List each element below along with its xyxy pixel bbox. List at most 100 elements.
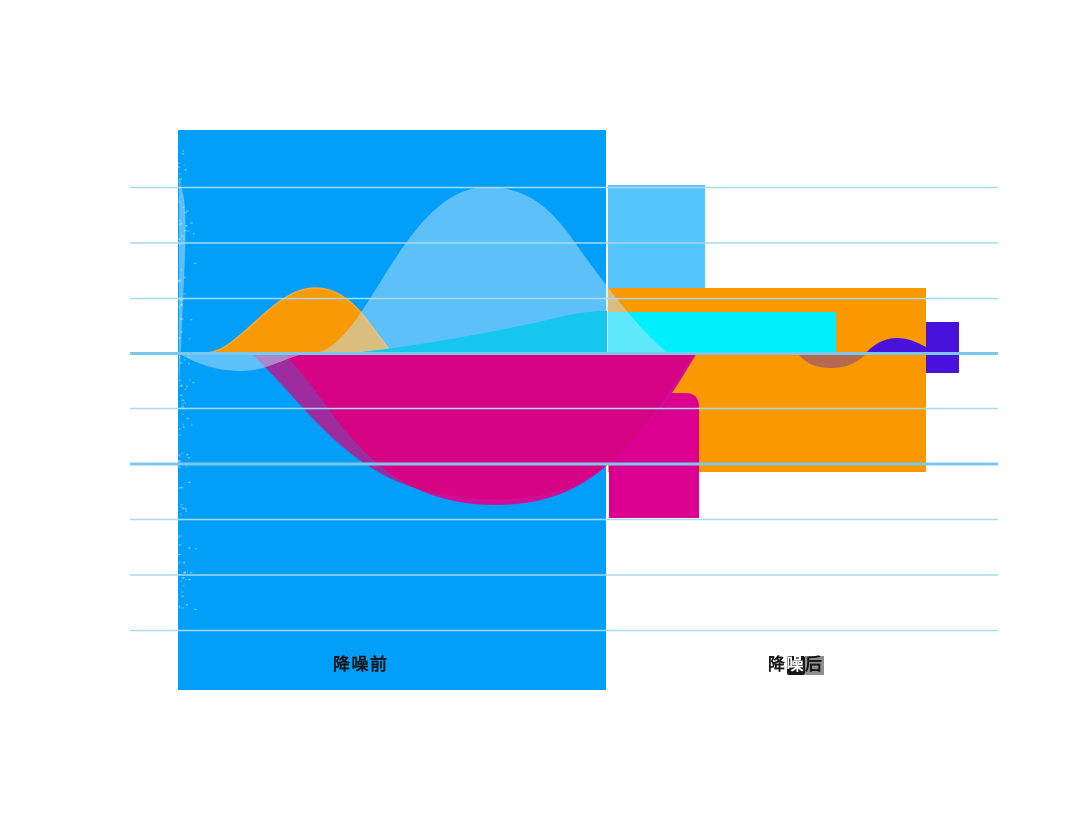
noise-speckle xyxy=(178,461,180,463)
noise-speckle xyxy=(180,362,183,364)
noise-speckle xyxy=(188,547,191,549)
noise-speckle xyxy=(178,282,180,284)
noise-speckle xyxy=(178,454,181,456)
noise-speckle xyxy=(194,608,197,610)
wave-cyan xyxy=(352,311,607,353)
noise-speckle xyxy=(189,379,191,381)
noise-speckle xyxy=(183,293,186,295)
noise-speckle xyxy=(181,206,185,208)
noise-speckle xyxy=(186,385,188,388)
noise-speckle xyxy=(180,504,184,506)
noise-speckle xyxy=(181,452,184,454)
noise-speckle xyxy=(179,506,182,508)
noise-speckle xyxy=(188,578,191,581)
noise-speckle xyxy=(182,561,186,564)
noise-speckle xyxy=(181,406,184,408)
noise-speckle xyxy=(178,274,180,276)
noise-speckle xyxy=(178,298,181,301)
noise-speckle xyxy=(178,200,181,202)
noise-speckle xyxy=(184,211,187,214)
noise-speckle xyxy=(178,305,180,308)
noise-speckle xyxy=(193,262,197,264)
noise-speckle xyxy=(189,571,193,574)
noise-speckle xyxy=(178,223,181,226)
wave-indigo-hump xyxy=(866,338,926,353)
noise-speckle xyxy=(183,571,186,573)
noise-speckle xyxy=(180,299,184,301)
noise-speckle xyxy=(181,591,183,593)
noise-speckle xyxy=(184,508,188,510)
noise-speckle xyxy=(185,224,188,227)
noise-streak xyxy=(179,183,186,388)
noise-speckle xyxy=(183,571,186,574)
label-after-char: 噪 xyxy=(786,655,805,675)
noise-speckle xyxy=(179,178,183,180)
noise-speckle xyxy=(185,578,187,581)
noise-speckle xyxy=(186,571,188,574)
noise-speckle xyxy=(179,219,182,222)
noise-speckle xyxy=(186,453,189,456)
noise-speckle xyxy=(179,379,181,381)
noise-speckle xyxy=(183,276,186,279)
noise-speckle xyxy=(180,331,183,333)
noise-speckle xyxy=(195,548,198,550)
category-label-after: 降噪后 xyxy=(768,656,824,675)
noise-speckle xyxy=(178,487,181,489)
noise-speckle xyxy=(178,466,181,468)
noise-speckle xyxy=(178,605,181,608)
noise-speckle xyxy=(179,428,181,430)
noise-speckle xyxy=(178,280,181,282)
noise-speckle xyxy=(181,235,184,237)
noise-speckle xyxy=(182,413,184,415)
noise-speckle xyxy=(181,507,185,510)
noise-speckle xyxy=(182,150,184,152)
noise-speckle xyxy=(181,595,184,598)
after-bar-skyblue xyxy=(608,185,705,288)
noise-speckle xyxy=(178,162,180,164)
noise-speckle xyxy=(178,537,180,539)
noise-speckle xyxy=(191,424,193,426)
noise-speckle xyxy=(178,535,182,537)
noise-speckle xyxy=(182,403,184,405)
label-after-char: 后 xyxy=(805,655,824,675)
noise-speckle xyxy=(178,179,181,182)
noise-speckle xyxy=(188,338,190,340)
noise-speckle xyxy=(183,164,185,166)
noise-speckle xyxy=(190,319,193,321)
category-label-before: 降噪前 xyxy=(333,655,389,675)
noise-speckle xyxy=(189,222,193,224)
noise-speckle xyxy=(185,510,187,513)
noise-speckle xyxy=(178,181,182,184)
noise-speckle xyxy=(178,544,182,546)
noise-speckle xyxy=(180,303,184,306)
noise-speckle xyxy=(184,388,187,390)
noise-speckle xyxy=(178,279,182,282)
noise-speckle xyxy=(184,169,187,171)
noise-speckle xyxy=(181,577,185,579)
noise-speckle xyxy=(180,304,182,307)
noise-speckle xyxy=(178,606,180,609)
after-bar-indigo xyxy=(926,322,959,373)
noise-speckle xyxy=(178,356,181,358)
noise-speckle xyxy=(179,385,183,387)
noise-speckle xyxy=(180,222,183,224)
noise-speckle xyxy=(187,362,190,365)
noise-speckle xyxy=(178,434,181,436)
noise-speckle xyxy=(180,268,182,271)
noise-speckle xyxy=(178,561,181,564)
noise-speckle xyxy=(178,238,181,240)
noise-speckle xyxy=(182,423,184,426)
noise-speckle xyxy=(179,173,181,175)
noise-speckle xyxy=(183,238,185,240)
noise-speckle xyxy=(181,195,183,197)
noise-speckle xyxy=(178,166,180,168)
noise-speckle xyxy=(181,399,185,402)
noise-speckle xyxy=(179,455,181,457)
noise-speckle xyxy=(178,202,181,204)
noise-speckle xyxy=(186,385,188,388)
noise-speckle xyxy=(182,585,185,587)
wave-indigo-dip xyxy=(797,353,867,368)
noise-speckle xyxy=(180,580,182,582)
